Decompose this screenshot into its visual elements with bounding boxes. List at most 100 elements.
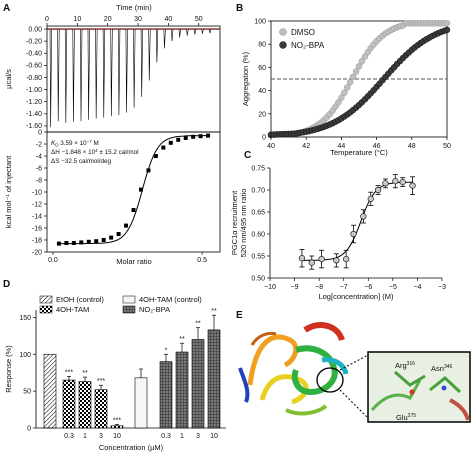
b-point-dmso [347,78,354,86]
b-point-dmso [355,63,363,70]
d-significance: * [165,347,168,354]
c-fit-curve [301,181,413,261]
c-ytick-label: 0.75 [251,165,265,172]
a-top-ytick-label: -1.40 [26,111,42,118]
inset-ligand [429,376,462,394]
b-point-dmso [352,68,360,75]
panel-b: 0 20 40 60 80 100 40 42 44 46 48 50 Temperature (°C… [241,19,451,158]
c-data-point [350,230,357,238]
legend-marker-dmso [279,28,287,36]
d-significance: ** [211,308,217,315]
a-bottom-data-point [116,232,121,236]
b-xtick-label: 40 [267,143,275,150]
a-bottom-xtick-label: 0.0 [48,257,58,264]
ribbon-lime [285,404,328,416]
b-xtick-label: 46 [373,143,381,150]
b-point-dmso [344,84,351,91]
b-point-no2-bpa [443,26,451,34]
panel-a-kd-annotation: KD 3.59 × 10−7 M [51,139,99,148]
inset-label-arg: Arg316 [395,361,415,370]
d-ytick-label: 0 [27,426,31,433]
inset-nitrogen-atom [441,385,447,391]
panel-a-bottom-ylabel: kcal mol⁻¹ of injectant [4,155,13,228]
zoom-line-top [339,354,369,371]
panel-letter-c: C [244,150,251,161]
legend-swatch-4oh-tam [39,305,53,314]
b-xtick-label: 48 [408,143,416,150]
a-bottom-data-point [56,241,61,246]
d-category-label: 10 [210,433,218,440]
legend-swatch-no2-bpa [122,305,136,314]
b-ytick-label: 60 [258,65,266,72]
b-xtick-label: 42 [302,143,310,150]
legend-label-etoh: EtOH (control) [56,295,104,304]
inset-label-asn: Asn346 [431,364,452,373]
a-bottom-ytick-label: -12 [32,201,42,208]
panel-letter-e: E [236,310,243,321]
inset-helix-red [449,398,470,421]
d-category-label: 1 [180,433,184,440]
panel-c-xlabel: Log[concentration] (M) [318,292,394,301]
d-category-label: 10 [113,433,121,440]
c-ytick-label: 0.55 [251,253,265,260]
a-top-xtick-label: 50 [195,16,203,23]
c-data-point [409,182,416,189]
a-bottom-data-point [153,154,158,158]
a-top-ytick-label: -0.40 [26,51,42,58]
c-ytick-label: 0.70 [251,187,265,194]
d-bar [207,329,221,429]
ribbon-red [303,322,345,342]
a-top-xtick-label: 30 [134,16,142,23]
a-bottom-data-point [191,134,196,139]
ribbon-blue [238,367,250,403]
d-significance: *** [97,378,105,385]
d-category-label: 0.3 [64,433,74,440]
a-top-ytick-label: 0.00 [28,26,42,33]
legend-label-no2-bpa: NO₂-BPA [291,41,325,50]
d-category-label: 1 [83,433,87,440]
d-ytick-label: 150 [19,315,31,322]
d-significance: *** [113,417,121,424]
ribbon-brown [250,331,277,346]
legend-marker-no2-bpa [279,41,287,49]
a-bottom-ytick-label: -20 [32,249,42,256]
panel-letter-b: B [236,3,243,14]
legend-label-4oh-tam-control: 4OH-TAM (control) [139,295,202,304]
a-bottom-data-point [206,133,211,138]
a-bottom-data-point [198,134,203,139]
a-top-ytick-label: -0.20 [26,38,42,45]
legend-swatch-etoh [39,295,53,304]
panel-b-xlabel: Temperature (°C) [330,148,388,157]
a-bottom-data-point [138,187,143,192]
a-bottom-ytick-label: -6 [36,165,42,172]
panel-a-bottom: 0 -2 -4 -6 -8 -10 -12 -14 -16 -18 -20 0.0 0.5 Molar … [4,129,221,266]
a-top-xtick-label: 10 [73,16,81,23]
a-bottom-data-point [131,208,136,212]
a-bottom-data-point [71,241,76,245]
a-top-xtick-label: 20 [104,16,112,23]
a-bottom-ytick-label: -4 [36,153,42,160]
b-point-dmso [443,20,451,27]
a-top-ytick-label: -1.00 [26,87,42,94]
a-top-xtick-label: 0 [45,16,49,23]
a-bottom-fit-curve [58,135,209,245]
a-bottom-data-point [161,145,166,150]
legend-label-dmso: DMSO [291,28,315,37]
b-ytick-label: 40 [258,88,266,95]
c-data-point [308,259,315,266]
panel-letter-a: A [3,3,10,14]
a-bottom-ytick-label: 0 [38,129,42,136]
b-point-dmso [361,53,369,60]
c-xtick-label: −3 [438,284,446,291]
panel-a-top-xlabel: Time (min) [116,3,152,12]
b-point-dmso [338,94,345,101]
b-xtick-label: 44 [338,143,346,150]
d-bar [175,351,189,429]
panel-d: ***0.3**1***3***10*0.3**1**3**1005010015… [4,295,226,452]
b-point-dmso [349,73,357,81]
c-ytick-label: 0.50 [251,275,265,282]
panel-c-ylabel: PGC1α recruitment [230,190,239,255]
c-data-point [360,213,367,220]
b-point-dmso [358,58,366,65]
